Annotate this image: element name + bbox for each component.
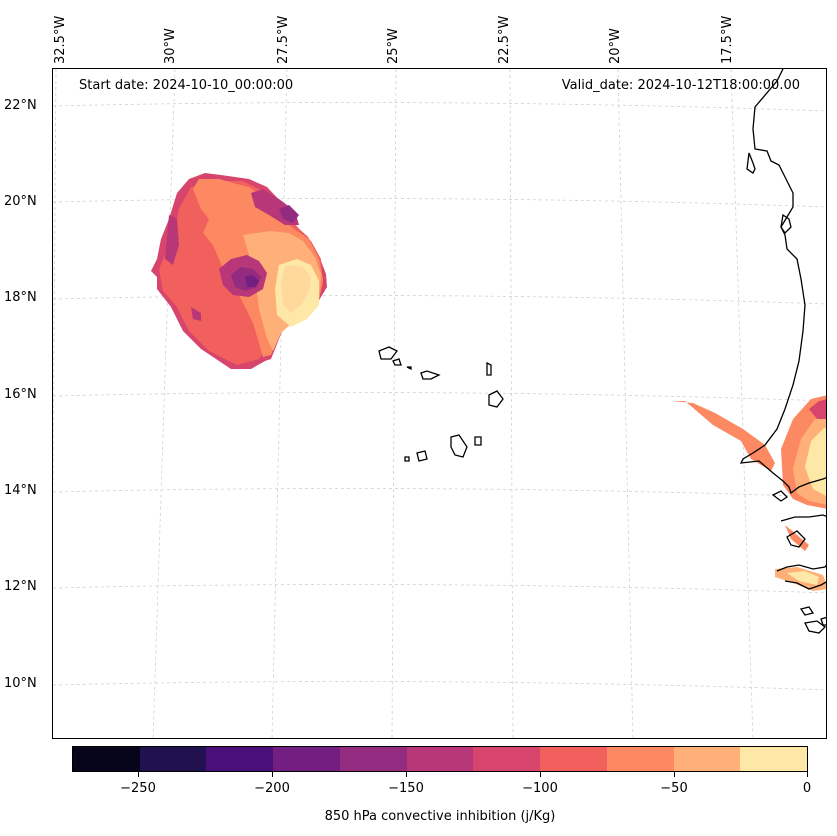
colorbar-tick-150 — [406, 772, 407, 777]
coast-detail-c — [771, 490, 789, 502]
colorbar — [72, 746, 808, 772]
coast-south-d — [784, 580, 826, 590]
island-sao-nicolau — [420, 370, 441, 380]
coast-south-c — [776, 564, 826, 572]
island-maio — [474, 436, 482, 446]
colorbar-swatch-4 — [339, 747, 407, 771]
meridian-27-5w — [271, 69, 288, 738]
colorbar-swatch-10 — [740, 747, 808, 771]
colorbar-label-150: −150 — [388, 781, 424, 796]
parallel-12n — [53, 584, 826, 594]
lon-label-17-5w: 17.5°W — [720, 15, 735, 64]
colorbar-label-100: −100 — [522, 781, 558, 796]
island-santo-antao — [378, 346, 398, 360]
lon-label-22-5w: 22.5°W — [497, 15, 512, 64]
parallel-22n — [53, 102, 826, 112]
lon-label-32-5w: 32.5°W — [53, 15, 68, 64]
colorbar-swatch-2 — [206, 747, 274, 771]
island-sao-vicente — [392, 358, 402, 366]
start-date-label: Start date: 2024-10-10_00:00:00 — [79, 78, 294, 93]
meridian-20w — [617, 69, 634, 738]
lat-label-16n: 16°N — [4, 387, 37, 402]
coast-island-c — [820, 616, 826, 626]
parallel-14n — [53, 488, 826, 498]
coastline — [739, 69, 826, 634]
meridian-32-5w — [53, 69, 57, 526]
island-sal — [486, 361, 492, 376]
coast-south-b — [786, 530, 806, 548]
colorbar-swatch-1 — [139, 747, 207, 771]
parallel-20n — [53, 198, 826, 208]
coast-south-a — [780, 514, 826, 522]
map-canvas — [53, 69, 826, 738]
lat-label-14n: 14°N — [4, 483, 37, 498]
island-santa-luzia — [406, 366, 412, 371]
meridian-25w — [391, 69, 397, 738]
colorbar-swatch-6 — [473, 747, 541, 771]
colorbar-label-250: −250 — [120, 781, 156, 796]
lon-label-25w: 25°W — [386, 28, 401, 64]
colorbar-title: 850 hPa convective inhibition (j/Kg) — [324, 809, 556, 824]
colorbar-swatch-3 — [273, 747, 340, 771]
colorbar-tick-250 — [138, 772, 139, 777]
coast-detail-b — [780, 213, 792, 235]
map-panel — [52, 68, 827, 739]
lat-label-22n: 22°N — [4, 98, 37, 113]
colorbar-tick-0 — [807, 772, 808, 777]
lat-label-18n: 18°N — [4, 290, 37, 305]
island-boa-vista — [488, 390, 504, 408]
colorbar-swatch-5 — [406, 747, 474, 771]
africa-coast — [739, 69, 826, 495]
parallel-16n — [53, 392, 826, 402]
cabo-verde-islands — [378, 346, 504, 462]
colorbar-swatch-8 — [606, 747, 674, 771]
coast-island-b — [804, 620, 826, 634]
colorbar-swatch-0 — [73, 747, 140, 771]
lat-label-20n: 20°N — [4, 194, 37, 209]
island-santiago — [450, 434, 468, 458]
colorbar-swatch-9 — [673, 747, 741, 771]
island-fogo — [416, 450, 428, 462]
colorbar-tick-100 — [540, 772, 541, 777]
colorbar-swatch-7 — [540, 747, 607, 771]
lat-label-12n: 12°N — [4, 579, 37, 594]
cin-contour-east — [671, 395, 826, 591]
lon-label-20w: 20°W — [608, 28, 623, 64]
meridian-30w — [152, 69, 176, 738]
colorbar-label-0: 0 — [802, 781, 812, 796]
parallel-10n — [53, 681, 826, 691]
graticule — [53, 69, 826, 738]
coast-island-a — [799, 606, 815, 616]
colorbar-label-50: −50 — [660, 781, 688, 796]
cin-contour-west — [151, 173, 327, 369]
colorbar-tick-50 — [674, 772, 675, 777]
meridian-22-5w — [509, 69, 514, 738]
colorbar-tick-200 — [272, 772, 273, 777]
colorbar-label-200: −200 — [254, 781, 290, 796]
lon-label-27-5w: 27.5°W — [276, 15, 291, 64]
parallel-18n — [53, 295, 826, 305]
meridian-17-5w — [730, 69, 754, 738]
lon-label-30w: 30°W — [163, 28, 178, 64]
lat-label-10n: 10°N — [4, 676, 37, 691]
island-brava — [404, 456, 410, 462]
valid-date-label: Valid_date: 2024-10-12T18:00:00.00 — [561, 78, 800, 93]
coast-detail-a — [746, 152, 756, 174]
